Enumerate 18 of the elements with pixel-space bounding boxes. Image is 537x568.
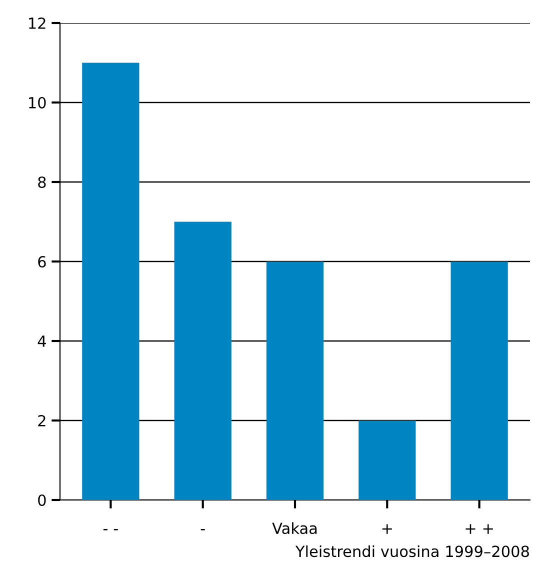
y-tick-label: 8 (38, 176, 46, 188)
y-tick-label: 0 (38, 494, 46, 506)
x-tick-label: - (200, 529, 205, 530)
x-tick-label: + + (466, 524, 493, 534)
y-tick-label: 10 (29, 96, 46, 109)
bar (266, 262, 324, 500)
bar (450, 262, 508, 500)
x-tick-label: Vakaa (272, 522, 317, 534)
y-tick-label: 2 (38, 414, 46, 426)
bar (82, 62, 140, 500)
y-tick-label: 4 (38, 336, 46, 347)
x-tick-label: - - (103, 529, 118, 530)
x-tick-label: + (382, 524, 392, 534)
bar (174, 222, 232, 500)
y-tick-label: 12 (29, 17, 46, 29)
y-tick-label: 6 (38, 256, 46, 268)
x-axis-title: Yleistrendi vuosina 1999–2008 (295, 545, 529, 558)
bar (358, 420, 416, 500)
